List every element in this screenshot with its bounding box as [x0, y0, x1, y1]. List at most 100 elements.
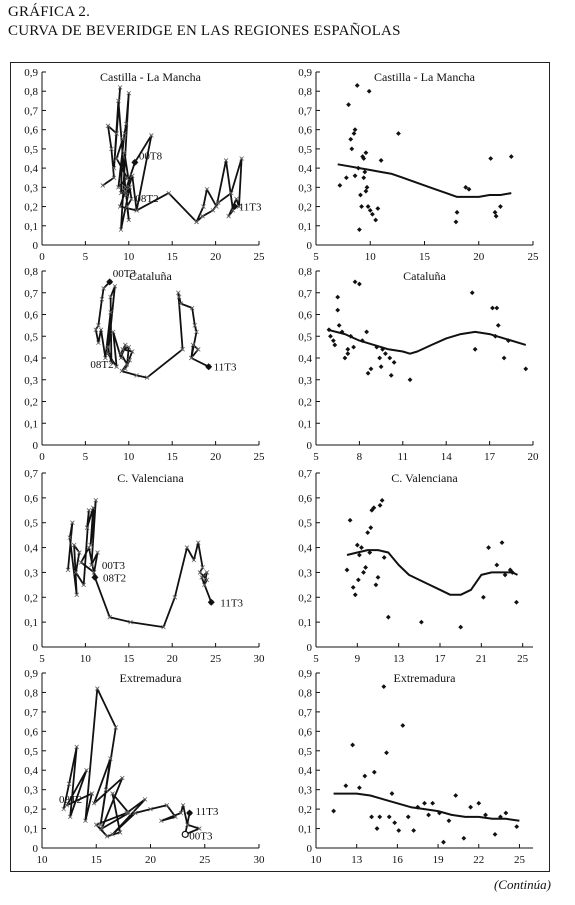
data-point — [127, 357, 132, 363]
data-point — [123, 185, 128, 190]
scatter-point — [407, 377, 413, 383]
y-tick-label: 0,1 — [24, 221, 38, 233]
data-point — [223, 158, 229, 163]
endpoint-marker — [106, 278, 114, 286]
y-tick-label: 0,5 — [24, 518, 38, 530]
data-point — [101, 286, 106, 291]
y-tick-label: 0 — [307, 642, 313, 654]
data-point — [133, 810, 138, 816]
scatter-point — [336, 322, 342, 328]
scatter-point — [370, 211, 375, 217]
scatter-point — [461, 835, 467, 841]
scatter-point — [373, 582, 379, 588]
y-tick-label: 0,2 — [298, 202, 312, 214]
scatter-point — [481, 594, 486, 600]
scatter-point — [453, 793, 459, 798]
y-tick-label: 0,2 — [298, 397, 312, 409]
scatter-point — [384, 750, 389, 756]
scatter-point — [514, 824, 520, 830]
data-point — [128, 619, 133, 625]
data-point — [194, 219, 199, 225]
x-tick-label: 17 — [435, 653, 447, 665]
y-tick-label: 0,8 — [298, 687, 312, 699]
y-tick-label: 0 — [33, 440, 39, 452]
y-tick-label: 0,9 — [24, 67, 38, 79]
data-point — [199, 575, 204, 580]
endpoint-marker — [186, 809, 194, 817]
data-point — [103, 355, 108, 361]
figure-title: GRÁFICA 2. — [8, 4, 91, 20]
data-point — [126, 90, 132, 96]
y-tick-label: 0,1 — [298, 418, 312, 430]
scatter-point — [441, 839, 446, 845]
panel-title: C. Valenciana — [391, 471, 458, 485]
data-point — [105, 123, 111, 129]
scatter-point — [346, 102, 351, 108]
data-point — [99, 296, 105, 302]
scatter-point — [365, 530, 371, 536]
data-point — [148, 806, 153, 812]
x-tick-label: 13 — [393, 653, 405, 665]
y-tick-label: 0 — [307, 843, 313, 855]
period-label: 00T3 — [102, 560, 126, 572]
scatter-point — [503, 810, 509, 816]
scatter-point — [396, 828, 402, 833]
data-point — [66, 781, 72, 787]
scatter-point — [396, 131, 401, 136]
scatter-point — [454, 209, 460, 215]
y-tick-label: 0,4 — [24, 163, 38, 175]
x-tick-label: 14 — [441, 451, 453, 463]
scatter-point — [388, 373, 394, 378]
y-tick-label: 0,5 — [24, 746, 38, 758]
period-label: 11T3 — [220, 597, 243, 609]
y-tick-label: 0,3 — [24, 375, 38, 387]
endpoint-marker — [131, 158, 139, 166]
endpoint-marker — [231, 203, 239, 211]
y-tick-label: 0,1 — [298, 221, 312, 233]
data-point — [185, 822, 190, 827]
scatter-point — [331, 808, 337, 814]
series-line — [67, 499, 213, 628]
data-point — [107, 614, 112, 620]
data-point — [91, 570, 97, 575]
endpoint-marker — [205, 363, 213, 371]
y-tick-label: 0,1 — [24, 824, 38, 836]
data-point — [116, 98, 121, 104]
y-tick-label: 0,8 — [24, 266, 38, 278]
series-line — [102, 86, 243, 231]
scatter-point — [347, 517, 353, 523]
scatter-point — [378, 364, 384, 370]
data-point — [95, 686, 100, 691]
data-point — [110, 832, 115, 837]
data-point — [129, 349, 135, 354]
data-point — [96, 323, 101, 328]
scatter-point — [354, 542, 360, 548]
scatter-point — [367, 208, 373, 213]
scatter-point — [483, 812, 488, 818]
data-point — [99, 826, 104, 831]
scatter-point — [368, 366, 374, 372]
scatter-point — [328, 333, 333, 339]
scatter-point — [374, 826, 380, 831]
scatter-point — [495, 322, 501, 328]
data-point — [164, 802, 170, 808]
y-tick-label: 0,4 — [298, 543, 312, 555]
scatter-point — [361, 570, 366, 575]
x-tick-label: 20 — [528, 451, 540, 463]
scatter-point — [345, 346, 351, 352]
panel-cataluna-path: 0 0,1 0,2 0,3 0,4 0,5 0,6 0,7 0,8 0 5 10 15 20 25 Catal… — [24, 266, 265, 463]
x-tick-label: 5 — [313, 251, 319, 263]
data-point — [73, 570, 79, 575]
y-tick-label: 0,5 — [24, 144, 38, 156]
data-point — [161, 624, 166, 630]
y-tick-label: 0,6 — [298, 125, 312, 137]
data-point — [176, 294, 182, 300]
data-point — [117, 830, 123, 835]
data-point — [116, 185, 121, 190]
data-point — [204, 577, 210, 583]
y-tick-label: 0,8 — [24, 86, 38, 98]
x-tick-label: 25 — [210, 653, 222, 665]
x-tick-label: 5 — [39, 653, 45, 665]
data-point — [105, 351, 111, 356]
scatter-point — [502, 572, 508, 578]
